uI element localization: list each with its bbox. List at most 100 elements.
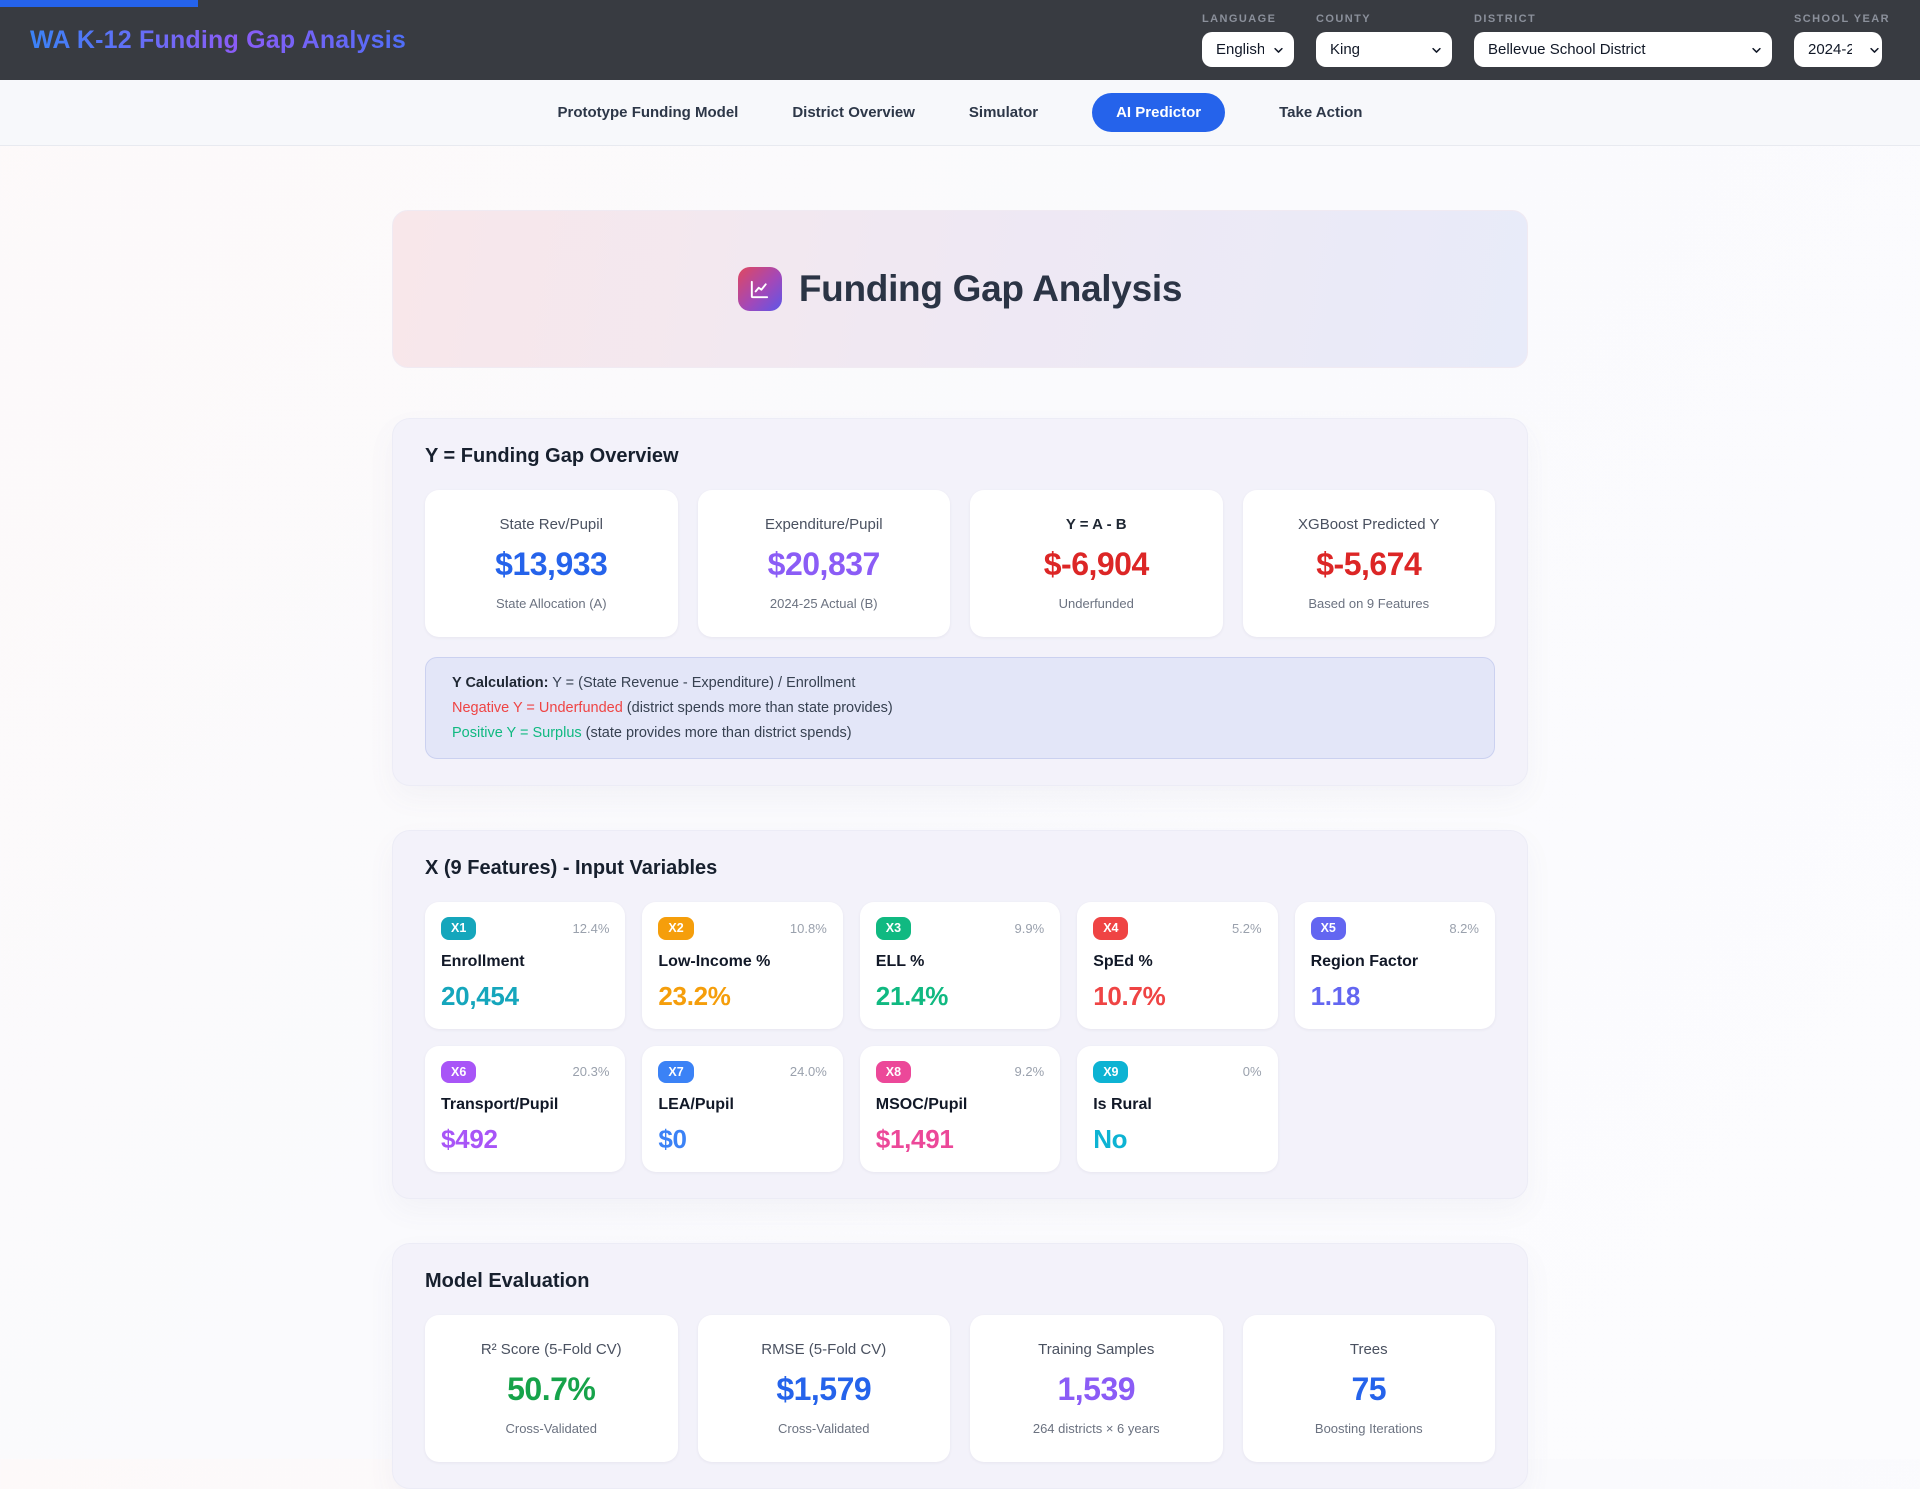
feature-top: X2 10.8% [658, 917, 827, 940]
county-label: COUNTY [1315, 13, 1372, 25]
tab-district-overview[interactable]: District Overview [792, 104, 915, 121]
feature-weight: 8.2% [1449, 920, 1479, 936]
district-select[interactable]: Bellevue School District [1473, 32, 1772, 67]
feature-name: Transport/Pupil [441, 1096, 559, 1113]
stat-sub: Cross-Validated [777, 1421, 870, 1436]
feature-badge: X5 [1310, 917, 1346, 940]
stat-label: State Rev/Pupil [499, 516, 603, 533]
feature-card-transport: X6 20.3% Transport/Pupil $492 [425, 1045, 626, 1172]
feature-badge: X2 [658, 917, 694, 940]
language-select-wrap: English [1201, 32, 1294, 67]
county-select[interactable]: King [1315, 32, 1452, 67]
stat-label: Y = A - B [1065, 516, 1127, 533]
stat-value: $-6,904 [1043, 546, 1150, 582]
language-select[interactable]: English [1201, 32, 1294, 67]
language-selector: LANGUAGE English [1201, 13, 1294, 67]
stat-value: $-5,674 [1316, 546, 1422, 582]
feature-weight: 0% [1242, 1064, 1262, 1080]
feature-top: X8 9.2% [875, 1060, 1045, 1083]
county-selector: COUNTY King [1315, 13, 1452, 67]
feature-top: X7 24.0% [658, 1060, 827, 1083]
feature-badge: X3 [875, 917, 912, 940]
calc-line-positive: Positive Y = Surplus (state provides mor… [452, 725, 1468, 741]
feature-value: 20,454 [441, 980, 519, 1011]
calc-line-negative: Negative Y = Underfunded (district spend… [452, 700, 1468, 716]
calc-line-formula-label: Y Calculation: [452, 675, 549, 691]
app-header: WA K-12 Funding Gap Analysis LANGUAGE En… [0, 0, 1920, 80]
tab-ai-predictor[interactable]: AI Predictor [1092, 93, 1226, 132]
stat-value: 1,539 [1057, 1371, 1136, 1407]
tab-simulator[interactable]: Simulator [968, 104, 1039, 121]
stat-label: Training Samples [1038, 1341, 1155, 1358]
eval-card-training-samples: Training Samples 1,539 264 districts × 6… [970, 1315, 1223, 1462]
model-evaluation-section: Model Evaluation R² Score (5-Fold CV) 50… [392, 1243, 1528, 1489]
stat-sub: State Allocation (A) [495, 596, 607, 611]
calc-positive-text: (state provides more than district spend… [581, 725, 852, 741]
feature-top: X6 20.3% [441, 1060, 609, 1083]
eval-card-rmse: RMSE (5-Fold CV) $1,579 Cross-Validated [697, 1315, 950, 1462]
line-chart-icon [737, 267, 782, 311]
feature-top: X9 0% [1093, 1060, 1262, 1083]
feature-card-grid: X1 12.4% Enrollment 20,454 X2 10.8% Low-… [425, 902, 1495, 1172]
y-calculation-note: Y Calculation: Y = (State Revenue - Expe… [425, 657, 1495, 759]
stat-card-state-rev: State Rev/Pupil $13,933 State Allocation… [425, 490, 678, 637]
stat-label: Trees [1349, 1341, 1388, 1358]
feature-weight: 10.8% [789, 920, 827, 936]
hero-banner: Funding Gap Analysis [392, 210, 1528, 368]
feature-value: 23.2% [658, 980, 731, 1011]
feature-card-enrollment: X1 12.4% Enrollment 20,454 [425, 902, 626, 1029]
feature-card-msoc: X8 9.2% MSOC/Pupil $1,491 [859, 1045, 1061, 1172]
overview-card-grid: State Rev/Pupil $13,933 State Allocation… [425, 490, 1495, 637]
overview-heading: Y = Funding Gap Overview [425, 445, 679, 467]
feature-name: LEA/Pupil [658, 1096, 734, 1113]
feature-badge: X1 [441, 917, 477, 940]
features-heading: X (9 Features) - Input Variables [425, 857, 718, 879]
school-year-select[interactable]: 2024-25 [1793, 32, 1882, 67]
feature-value: $0 [658, 1124, 687, 1154]
stat-label: RMSE (5-Fold CV) [761, 1341, 887, 1358]
feature-badge: X7 [658, 1060, 694, 1083]
feature-value: 1.18 [1310, 980, 1361, 1011]
stat-value: $13,933 [495, 546, 608, 582]
page-title: Funding Gap Analysis [798, 268, 1183, 309]
feature-name: MSOC/Pupil [875, 1096, 968, 1113]
stat-card-expenditure: Expenditure/Pupil $20,837 2024-25 Actual… [697, 490, 950, 637]
feature-card-ell: X3 9.9% ELL % 21.4% [859, 902, 1061, 1029]
stat-sub: 264 districts × 6 years [1032, 1421, 1160, 1436]
feature-value: $492 [441, 1124, 498, 1154]
feature-badge: X9 [1093, 1060, 1129, 1083]
evaluation-card-grid: R² Score (5-Fold CV) 50.7% Cross-Validat… [425, 1315, 1495, 1462]
feature-weight: 9.2% [1014, 1064, 1045, 1080]
stat-sub: 2024-25 Actual (B) [769, 596, 878, 611]
feature-top: X4 5.2% [1093, 917, 1262, 940]
feature-top: X3 9.9% [875, 917, 1044, 940]
feature-name: Region Factor [1310, 952, 1419, 970]
feature-name: ELL % [875, 952, 925, 970]
county-select-wrap: King [1315, 32, 1452, 67]
stat-card-funding-gap: Y = A - B $-6,904 Underfunded [970, 490, 1223, 637]
school-year-selector: SCHOOL YEAR 2024-25 [1793, 13, 1890, 67]
feature-card-sped: X4 5.2% SpEd % 10.7% [1077, 902, 1278, 1029]
calc-negative-text: (district spends more than state provide… [622, 700, 893, 716]
tab-prototype-funding-model[interactable]: Prototype Funding Model [557, 104, 739, 121]
feature-card-low-income: X2 10.8% Low-Income % 23.2% [642, 902, 843, 1029]
stat-label: R² Score (5-Fold CV) [480, 1341, 622, 1358]
feature-card-is-rural: X9 0% Is Rural No [1077, 1045, 1278, 1172]
feature-name: Enrollment [441, 952, 525, 970]
language-label: LANGUAGE [1201, 13, 1277, 25]
feature-badge: X4 [1093, 917, 1129, 940]
main-nav: Prototype Funding Model District Overvie… [0, 80, 1920, 146]
stat-sub: Based on 9 Features [1308, 596, 1430, 611]
app-title: WA K-12 Funding Gap Analysis [30, 25, 407, 54]
funding-gap-overview-section: Y = Funding Gap Overview State Rev/Pupil… [392, 418, 1528, 786]
feature-value: No [1093, 1124, 1128, 1154]
header-selectors: LANGUAGE English COUNTY King [1201, 13, 1890, 67]
stat-label: XGBoost Predicted Y [1298, 516, 1440, 533]
calc-line-formula: Y Calculation: Y = (State Revenue - Expe… [452, 675, 1468, 691]
feature-name: Low-Income % [658, 952, 771, 970]
feature-top: X5 8.2% [1310, 917, 1479, 940]
feature-badge: X8 [875, 1060, 912, 1083]
tab-take-action[interactable]: Take Action [1279, 104, 1363, 121]
feature-name: SpEd % [1093, 952, 1153, 970]
school-year-select-wrap: 2024-25 [1793, 32, 1890, 67]
